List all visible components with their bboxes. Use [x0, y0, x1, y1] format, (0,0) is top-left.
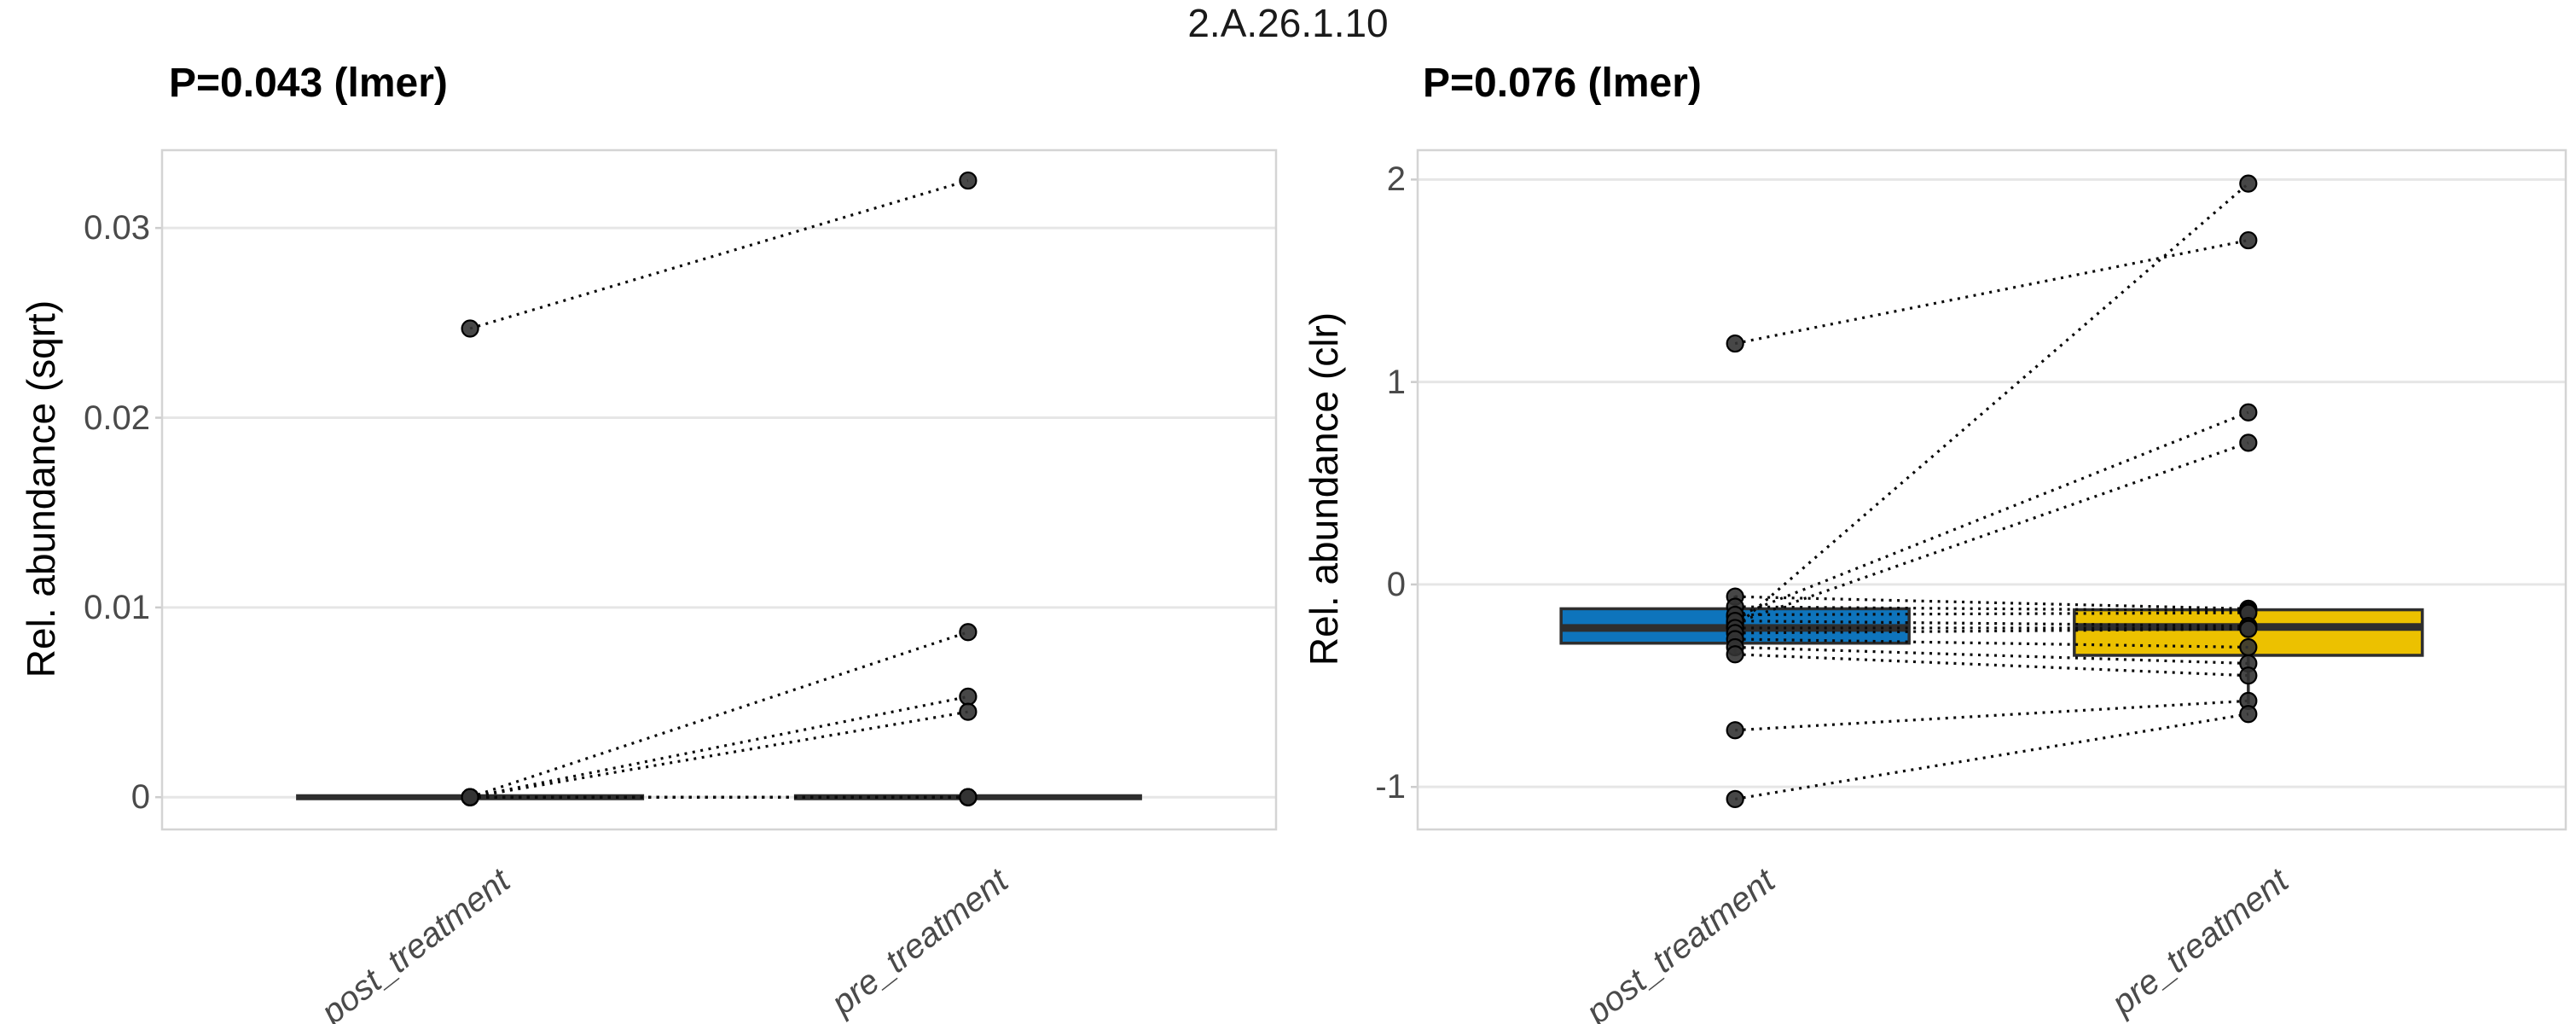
data-point: [461, 788, 479, 806]
data-point: [1726, 789, 1744, 809]
pair-line: [1735, 595, 2248, 610]
data-point: [2239, 403, 2258, 422]
data-point: [1726, 645, 1744, 664]
pair-line: [1734, 713, 2249, 800]
pair-line: [469, 179, 969, 330]
data-point: [1726, 721, 1744, 740]
data-point: [2239, 705, 2258, 724]
panel-border: [160, 148, 1278, 831]
pair-line: [469, 695, 969, 799]
data-point: [461, 319, 479, 338]
pair-line: [1734, 182, 2249, 628]
y-tick-label: 0: [1386, 565, 1406, 603]
data-point: [2239, 620, 2258, 638]
data-point: [959, 788, 978, 806]
data-point: [1726, 334, 1744, 353]
pair-line: [1734, 410, 2249, 619]
y-tick-label: 0.01: [84, 588, 150, 626]
pair-line: [1735, 699, 2248, 732]
y-tick-label: -1: [1375, 768, 1406, 806]
pair-line: [1734, 441, 2249, 625]
figure-title: 2.A.26.1.10: [1187, 1, 1389, 45]
data-point: [2239, 174, 2258, 193]
data-point: [959, 623, 978, 642]
y-tick-label: 0.03: [84, 209, 150, 247]
data-point: [2239, 433, 2258, 452]
y-tick-label: 1: [1386, 363, 1406, 401]
panel-title: P=0.043 (lmer): [169, 61, 448, 106]
data-point: [2239, 637, 2258, 657]
data-point: [959, 702, 978, 721]
y-tick-label: 0: [131, 778, 150, 817]
panel-title: P=0.076 (lmer): [1423, 61, 1702, 106]
data-point: [2239, 666, 2258, 685]
pair-line: [469, 710, 969, 799]
y-axis-title: Rel. abundance (clr): [1302, 311, 1346, 666]
pair-line: [1734, 239, 2249, 346]
panel-border: [1416, 148, 2567, 831]
pair-line: [1735, 653, 2248, 678]
y-tick-label: 0.02: [84, 399, 150, 437]
data-point: [959, 171, 978, 190]
data-point: [2239, 230, 2258, 250]
y-tick-label: 2: [1386, 160, 1406, 199]
